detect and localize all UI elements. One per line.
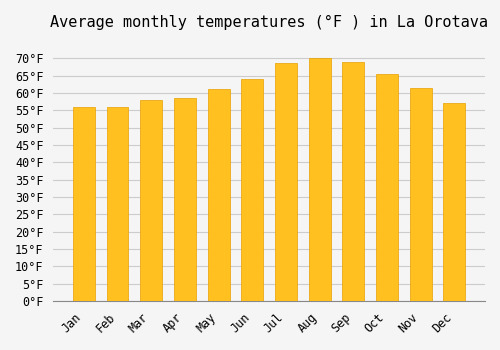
Bar: [242, 79, 263, 301]
Bar: [208, 90, 230, 301]
Bar: [410, 88, 432, 301]
Bar: [140, 100, 162, 301]
Bar: [106, 107, 128, 301]
Bar: [376, 74, 398, 301]
Bar: [275, 63, 297, 301]
Bar: [308, 58, 330, 301]
Bar: [444, 103, 466, 301]
Title: Average monthly temperatures (°F ) in La Orotava: Average monthly temperatures (°F ) in La…: [50, 15, 488, 30]
Bar: [342, 62, 364, 301]
Bar: [174, 98, 196, 301]
Bar: [73, 107, 94, 301]
